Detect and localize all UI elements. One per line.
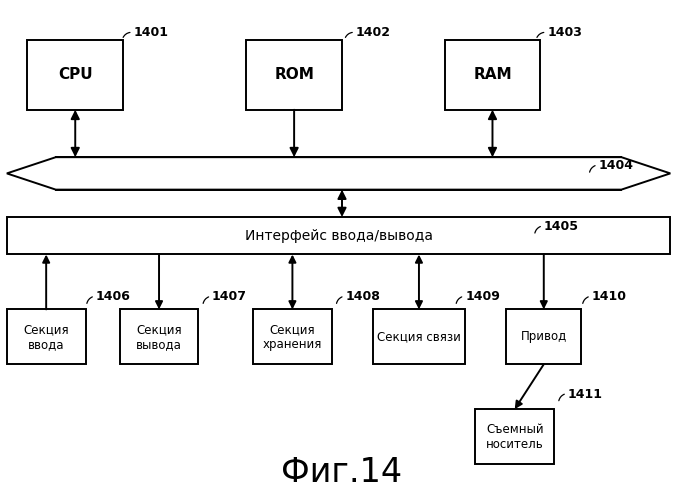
Text: 1411: 1411: [568, 388, 603, 401]
Polygon shape: [7, 157, 670, 190]
Text: Секция
вывода: Секция вывода: [136, 323, 182, 351]
Text: Фиг.14: Фиг.14: [281, 456, 403, 489]
Text: 1404: 1404: [598, 159, 633, 172]
Bar: [120, 309, 198, 364]
Text: 1401: 1401: [133, 26, 168, 39]
Bar: [475, 409, 554, 464]
Bar: [246, 40, 342, 110]
Text: 1407: 1407: [212, 290, 247, 303]
Text: RAM: RAM: [473, 67, 512, 82]
Text: Секция связи: Секция связи: [377, 330, 461, 343]
Text: 1403: 1403: [547, 26, 582, 39]
Text: 1405: 1405: [544, 220, 579, 233]
Bar: [445, 40, 540, 110]
Bar: [7, 217, 670, 254]
Bar: [253, 309, 332, 364]
Text: 1402: 1402: [356, 26, 391, 39]
Bar: [7, 309, 86, 364]
Text: 1408: 1408: [345, 290, 380, 303]
Text: Съемный
носитель: Съемный носитель: [486, 423, 544, 451]
Text: CPU: CPU: [58, 67, 92, 82]
Bar: [27, 40, 123, 110]
Text: Секция
хранения: Секция хранения: [263, 323, 322, 351]
Bar: [56, 157, 621, 190]
Text: Интерфейс ввода/вывода: Интерфейс ввода/вывода: [245, 229, 432, 243]
Bar: [506, 309, 581, 364]
Bar: [373, 309, 465, 364]
Text: Секция
ввода: Секция ввода: [23, 323, 69, 351]
Text: 1406: 1406: [96, 290, 131, 303]
Text: ROM: ROM: [274, 67, 314, 82]
Text: 1409: 1409: [465, 290, 500, 303]
Text: 1410: 1410: [592, 290, 627, 303]
Text: Привод: Привод: [521, 330, 567, 343]
